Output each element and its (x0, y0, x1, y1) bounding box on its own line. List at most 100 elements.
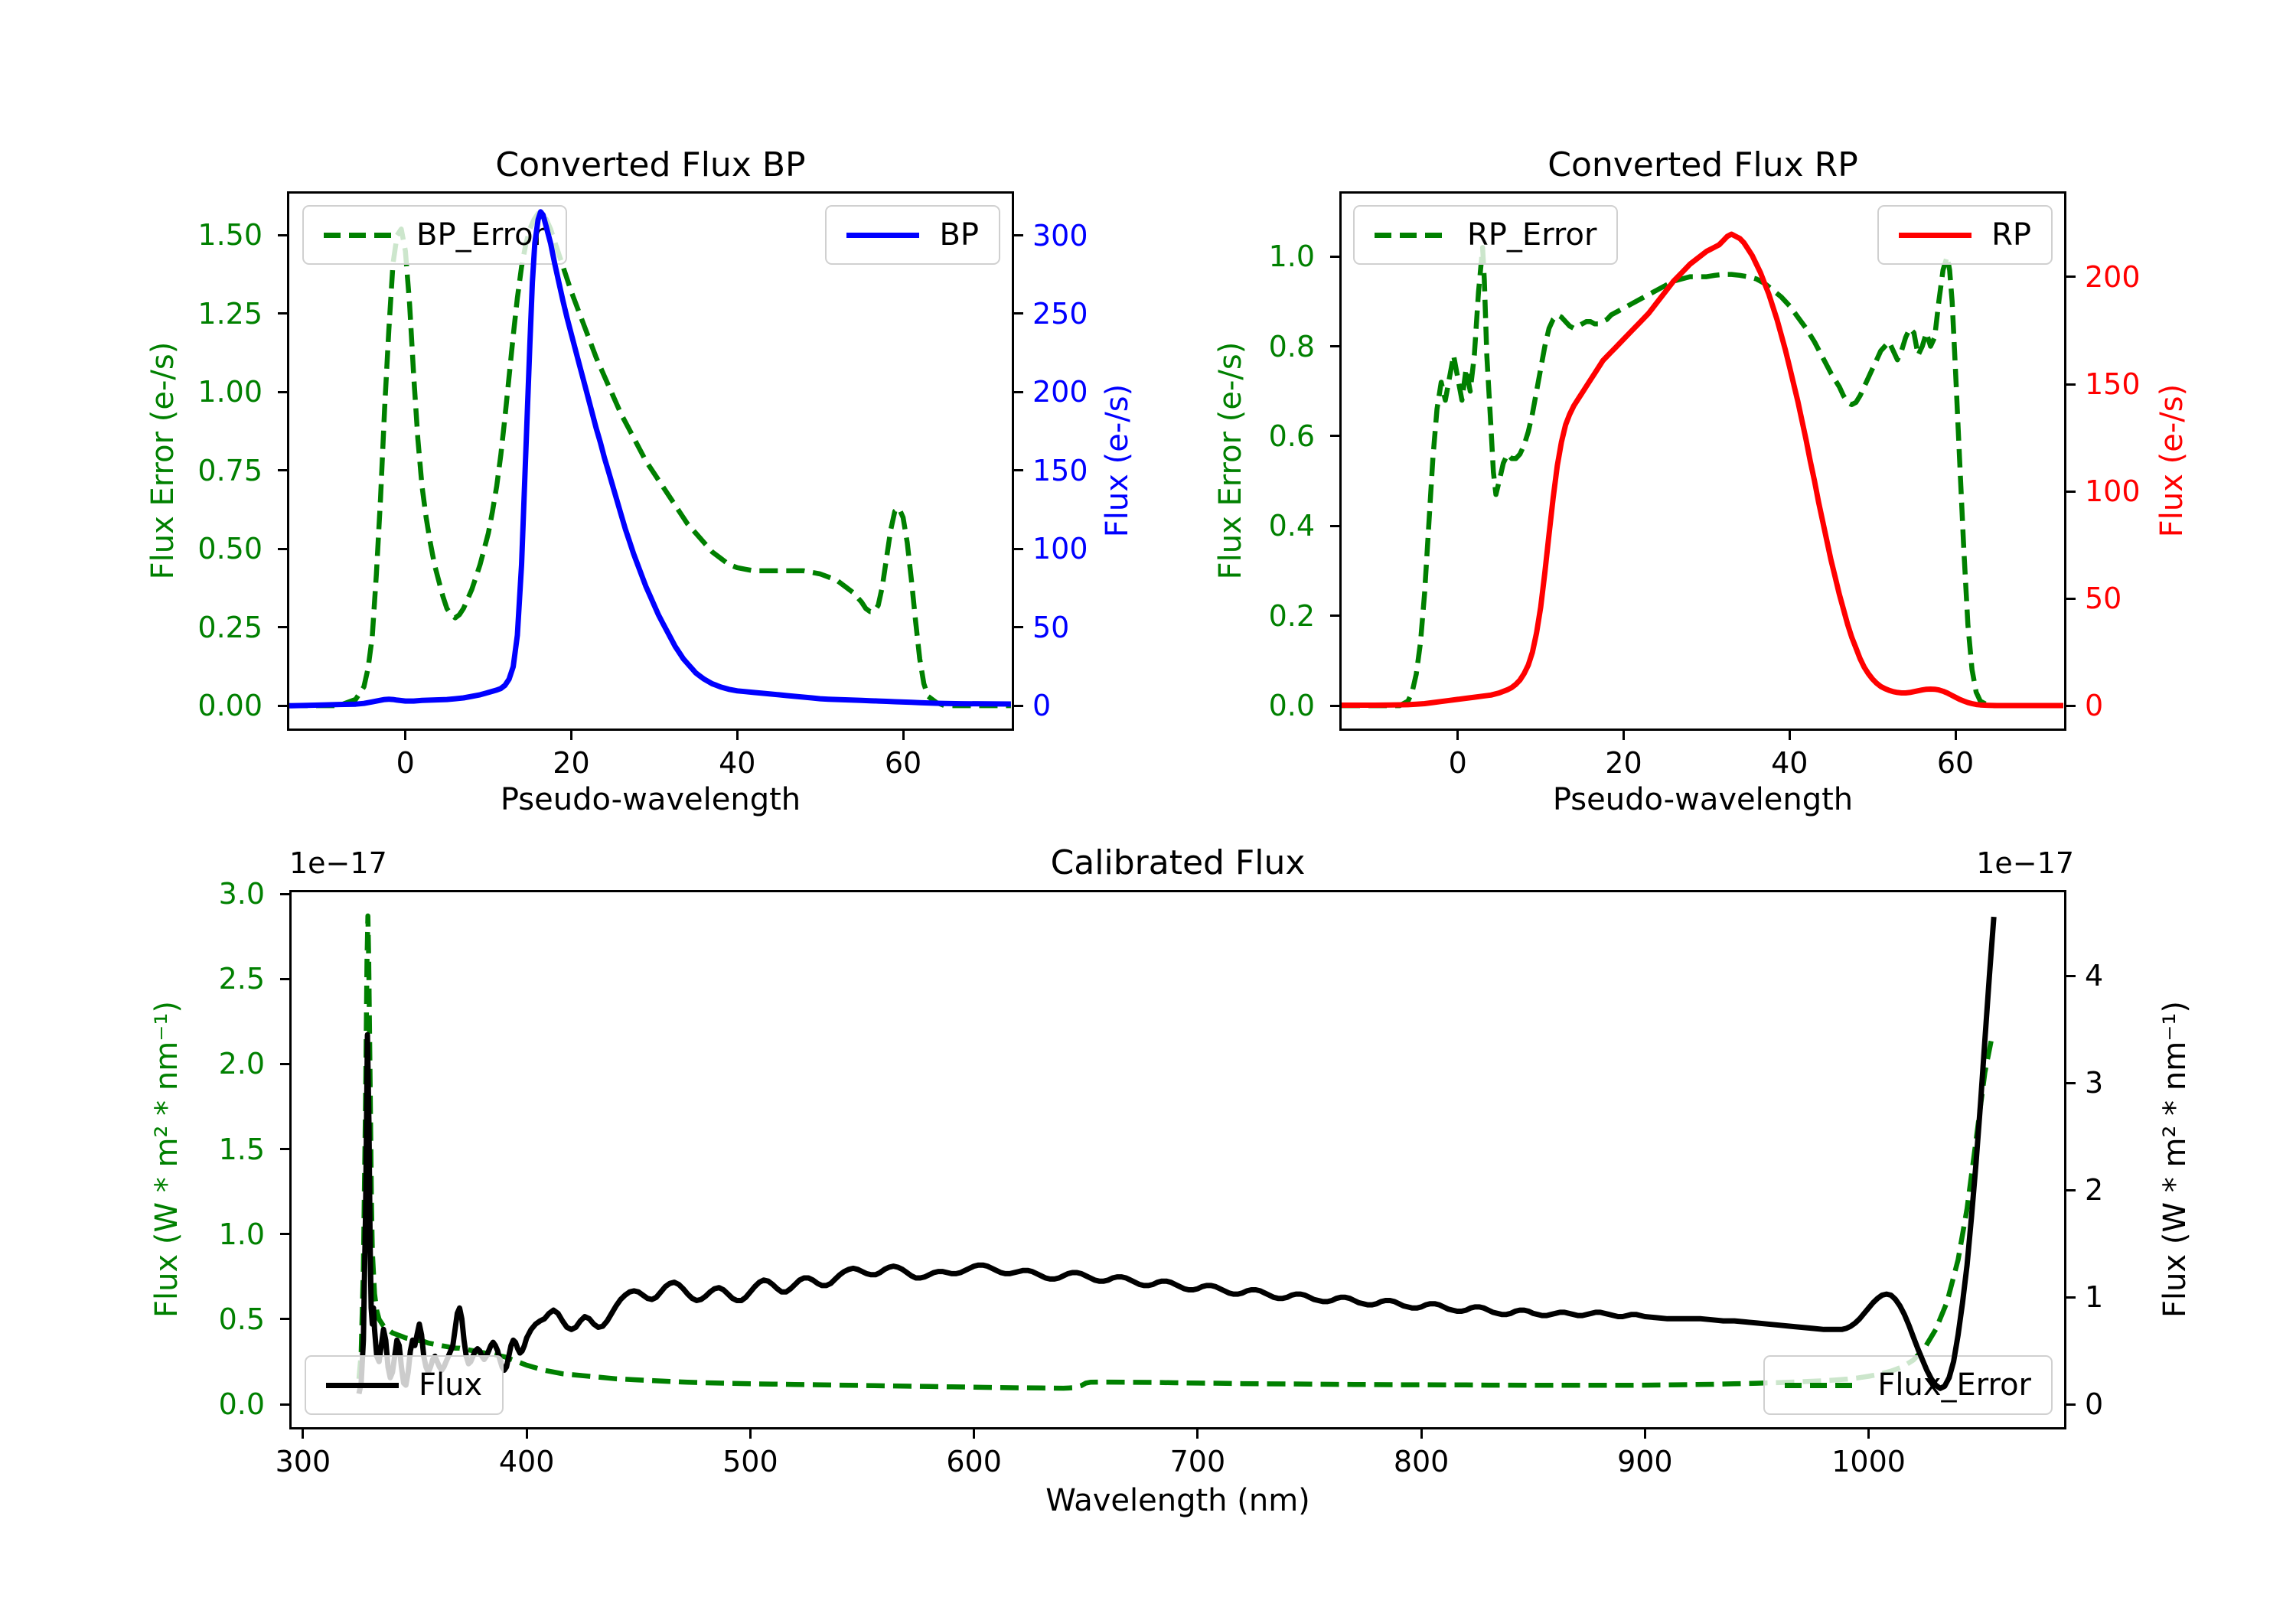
y-tick-mark-left (1330, 345, 1339, 348)
x-tick-label: 60 (884, 746, 922, 780)
x-tick-mark (748, 1429, 752, 1439)
x-axis-label-bp: Pseudo-wavelength (500, 782, 801, 817)
y-tick-label-left: 2.0 (218, 1047, 265, 1081)
flux-error-curve (356, 913, 1994, 1391)
y-axis-label-cal-flux-right: Flux (W * m² * nm⁻¹) (2157, 1001, 2193, 1318)
x-tick-label: 40 (1771, 746, 1808, 780)
x-axis-label-rp: Pseudo-wavelength (1552, 782, 1854, 817)
y-tick-label-right: 0 (2085, 1387, 2104, 1422)
x-tick-mark (735, 731, 739, 740)
y-tick-mark-left (280, 1062, 289, 1065)
y-tick-mark-left (1330, 614, 1339, 618)
y-tick-mark-right (2066, 490, 2076, 493)
x-tick-mark (902, 731, 905, 740)
y-axis-label-rp-flux: Flux (e-/s) (2154, 383, 2190, 538)
chart-title-calibrated: Calibrated Flux (1050, 843, 1306, 882)
bp-error-curve (289, 210, 1011, 709)
x-tick-label: 0 (1448, 746, 1467, 780)
legend-label-rp-error: RP_Error (1467, 217, 1597, 253)
y-tick-mark-left (278, 469, 287, 472)
x-tick-mark (1456, 731, 1459, 740)
x-tick-mark (1788, 731, 1791, 740)
y-tick-label-left: 0.0 (218, 1387, 265, 1422)
y-tick-label-left: 1.50 (197, 218, 263, 253)
y-tick-label-right: 50 (1032, 610, 1070, 644)
legend-bp: BP (825, 205, 1000, 265)
y-tick-mark-left (278, 547, 287, 550)
axis-offset-text-left: 1e−17 (289, 846, 387, 880)
y-tick-label-left: 1.25 (197, 296, 263, 331)
x-tick-mark (525, 1429, 528, 1439)
legend-line-sample-rp (1899, 232, 1972, 238)
x-tick-label: 800 (1393, 1445, 1450, 1478)
rp-error-curve (1342, 245, 2063, 709)
y-tick-label-left: 3.0 (218, 877, 265, 911)
y-tick-mark-left (278, 390, 287, 393)
y-tick-mark-left (280, 1233, 289, 1236)
x-tick-mark (1643, 1429, 1646, 1439)
bp-curve (289, 209, 1011, 709)
y-tick-mark-left (1330, 435, 1339, 438)
legend-label-bp: BP (939, 217, 979, 253)
y-tick-label-right: 200 (2085, 259, 2141, 294)
y-tick-mark-right (1014, 547, 1023, 550)
x-tick-mark (1420, 1429, 1423, 1439)
y-tick-mark-left (1330, 255, 1339, 258)
series-bp (289, 209, 1011, 709)
y-tick-label-right: 300 (1032, 218, 1088, 253)
y-tick-label-right: 3 (2085, 1066, 2104, 1100)
x-tick-label: 400 (498, 1445, 555, 1478)
legend-label-bp-error: BP_Error (416, 217, 546, 253)
y-tick-mark-left (280, 1403, 289, 1406)
x-tick-label: 20 (553, 746, 590, 780)
legend-rp: RP (1877, 205, 2053, 265)
y-tick-mark-right (2066, 974, 2076, 977)
axes-converted-flux-bp: BP_Error BP (287, 191, 1014, 731)
x-tick-label: 1000 (1831, 1445, 1906, 1478)
x-tick-label: 700 (1169, 1445, 1226, 1478)
y-tick-label-left: 0.6 (1268, 419, 1315, 453)
y-tick-label-right: 50 (2085, 582, 2122, 616)
y-tick-mark-left (278, 704, 287, 707)
y-tick-mark-right (2066, 383, 2076, 386)
chart-title-rp: Converted Flux RP (1548, 145, 1858, 184)
legend-rp-error: RP_Error (1353, 205, 1619, 265)
y-tick-mark-left (278, 233, 287, 236)
y-tick-mark-right (1014, 626, 1023, 629)
y-tick-label-left: 1.0 (218, 1217, 265, 1251)
y-tick-mark-left (280, 1318, 289, 1321)
y-tick-mark-right (1014, 469, 1023, 472)
legend-line-sample-bp-error (324, 232, 396, 238)
y-tick-label-right: 250 (1032, 296, 1088, 331)
y-tick-mark-left (280, 1148, 289, 1151)
y-tick-label-right: 2 (2085, 1173, 2104, 1208)
y-tick-mark-right (2066, 1081, 2076, 1084)
x-tick-mark (1954, 731, 1957, 740)
rp-curve (1342, 231, 2063, 709)
x-tick-label: 0 (396, 746, 415, 780)
legend-label-flux: Flux (419, 1367, 483, 1403)
x-tick-label: 900 (1617, 1445, 1673, 1478)
legend-bp-error: BP_Error (302, 205, 568, 265)
y-tick-label-right: 150 (1032, 453, 1088, 487)
y-tick-mark-left (1330, 704, 1339, 707)
series-bp_error (289, 210, 1011, 709)
x-tick-label: 60 (1936, 746, 1975, 780)
y-tick-mark-left (280, 892, 289, 895)
y-tick-mark-right (1014, 312, 1023, 315)
y-tick-label-left: 0.50 (197, 532, 263, 566)
y-tick-label-left: 0.25 (197, 610, 263, 644)
y-tick-mark-left (278, 626, 287, 629)
y-tick-label-left: 1.0 (1268, 240, 1315, 274)
legend-label-flux-error: Flux_Error (1877, 1367, 2031, 1403)
x-tick-label: 40 (719, 746, 756, 780)
x-tick-mark (1622, 731, 1625, 740)
y-tick-label-right: 4 (2085, 959, 2104, 993)
axes-converted-flux-rp: RP_Error RP (1339, 191, 2066, 731)
legend-line-sample-flux-error (1785, 1382, 1858, 1388)
y-tick-label-left: 1.00 (197, 375, 263, 409)
series-rp_error (1342, 245, 2063, 709)
y-tick-label-left: 1.5 (218, 1132, 265, 1166)
y-tick-label-left: 0.5 (218, 1302, 265, 1336)
